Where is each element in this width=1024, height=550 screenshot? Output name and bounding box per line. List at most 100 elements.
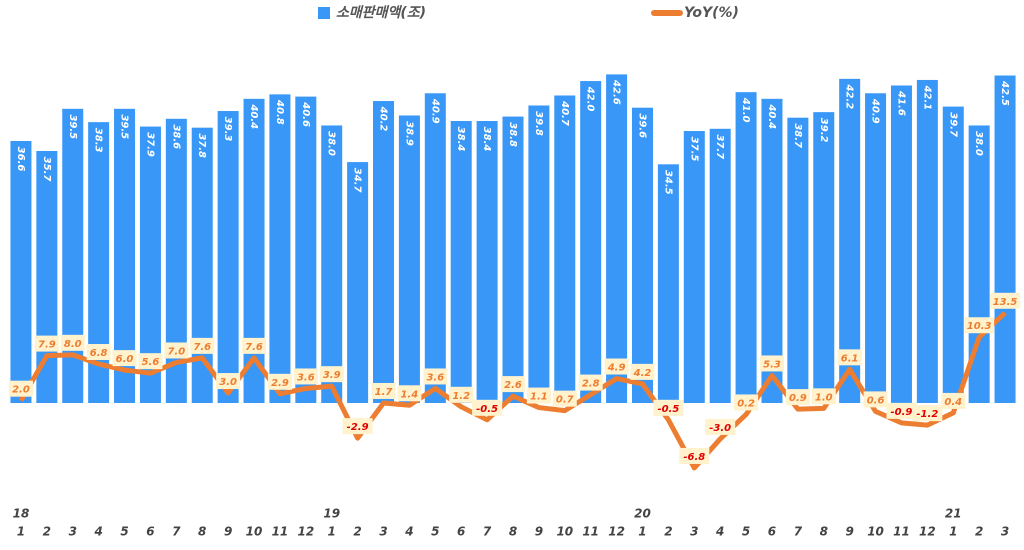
bar-value-label: 37.8: [196, 133, 207, 158]
x-tick-label: 2: [353, 525, 361, 539]
x-tick-label: 4: [404, 525, 413, 539]
x-tick-label: 2: [664, 525, 672, 539]
bar: [813, 112, 835, 403]
x-tick-label: 11: [893, 525, 910, 539]
line-label-box: [293, 368, 318, 385]
bar-value-label: 38.4: [481, 127, 492, 152]
line-label-box: [449, 386, 474, 403]
bar-value-label: 35.7: [41, 157, 52, 182]
x-tick-label: 5: [742, 525, 750, 539]
line-value-label: 7.6: [245, 342, 263, 353]
x-tick-label: 1: [17, 525, 25, 539]
line-label-box: [734, 394, 759, 411]
bar: [243, 98, 265, 404]
x-tick-label: 12: [608, 525, 625, 539]
line-label-box: [705, 418, 736, 435]
line-label-box: [653, 399, 684, 416]
line-value-label: -0.9: [891, 407, 913, 418]
line-value-label: 1.4: [401, 389, 419, 400]
bar-value-label: 40.8: [274, 99, 285, 125]
bar: [114, 108, 136, 404]
line-label-box: [785, 389, 810, 406]
line-label-box: [397, 385, 422, 402]
line-value-label: -1.2: [916, 409, 938, 420]
x-tick-label: 4: [715, 525, 724, 539]
line-label-box: [990, 292, 1021, 309]
line-value-label: 2.9: [271, 378, 289, 389]
bar: [865, 93, 887, 403]
bar-value-label: 39.5: [67, 114, 78, 139]
x-tick-label: 1: [949, 525, 957, 539]
bar: [502, 116, 524, 403]
line-label-box: [138, 353, 163, 370]
line-label-box: [190, 337, 215, 354]
line-label-box: [319, 366, 344, 383]
line-label-box: [60, 334, 85, 351]
line-label-box: [630, 363, 655, 380]
bar-value-label: 39.7: [947, 112, 958, 137]
bar: [735, 92, 757, 403]
bar-value-label: 42.5: [999, 80, 1010, 106]
bar: [709, 128, 731, 404]
x-tick-label: 11: [272, 525, 289, 539]
line: [18, 310, 1007, 471]
legend-swatch: [318, 7, 330, 19]
bar: [62, 108, 84, 404]
bar: [10, 141, 32, 403]
bar-value-label: 39.2: [818, 118, 829, 143]
line-value-label: 3.6: [297, 372, 315, 383]
bar-value-label: 37.7: [714, 134, 725, 159]
year-label: 18: [13, 507, 30, 521]
bar: [657, 164, 679, 403]
line-label-box: [759, 355, 784, 372]
x-tick-label: 2: [975, 525, 983, 539]
bar: [88, 122, 110, 403]
bar: [528, 105, 550, 403]
line-value-label: 5.6: [142, 357, 160, 368]
year-label: 20: [634, 507, 651, 521]
line-value-label: 0.2: [737, 398, 755, 409]
bar-value-label: 42.2: [844, 83, 855, 109]
bar-value-label: 37.5: [688, 137, 699, 162]
line-value-label: 0.6: [867, 395, 885, 406]
year-label: 19: [323, 507, 340, 521]
x-tick-label: 9: [535, 525, 543, 539]
bar-value-label: 34.7: [352, 168, 363, 193]
bar: [580, 81, 602, 403]
line-label-box: [86, 343, 111, 360]
bar-value-label: 40.4: [766, 103, 777, 129]
line-value-label: 2.6: [504, 380, 522, 391]
bar-value-label: 34.5: [662, 170, 673, 195]
bar-value-label: 39.3: [222, 117, 233, 142]
bar-value-label: 38.4: [455, 127, 466, 152]
bar: [165, 118, 187, 403]
line-value-label: -0.5: [657, 404, 679, 415]
bar-value-label: 37.9: [144, 132, 155, 157]
bar-value-label: 38.6: [170, 124, 181, 149]
line-label-box: [216, 373, 241, 390]
line-label-box: [342, 418, 373, 435]
line-value-label: -3.0: [709, 423, 731, 434]
year-label: 21: [945, 507, 962, 521]
x-tick-label: 7: [172, 525, 181, 539]
bar: [347, 162, 369, 403]
x-tick-label: 9: [845, 525, 853, 539]
line-value-label: 1.2: [452, 391, 470, 402]
x-tick-label: 6: [457, 525, 465, 539]
bar-value-label: 40.9: [870, 98, 881, 124]
bar-value-label: 40.6: [300, 101, 311, 127]
bar-value-label: 40.2: [378, 106, 389, 132]
bar: [191, 127, 213, 404]
bar-value-label: 40.7: [559, 100, 570, 126]
line-label-box: [526, 387, 551, 404]
bar-value-label: 39.8: [533, 111, 544, 136]
line-value-label: 0.4: [944, 397, 962, 408]
x-tick-label: 8: [509, 525, 517, 539]
line-value-label: 6.1: [841, 353, 859, 364]
line-label-box: [242, 337, 267, 354]
line-label-box: [501, 376, 525, 393]
x-tick-label: 3: [690, 525, 698, 539]
x-tick-label: 2: [43, 525, 51, 539]
line-value-label: 1.0: [815, 392, 833, 403]
